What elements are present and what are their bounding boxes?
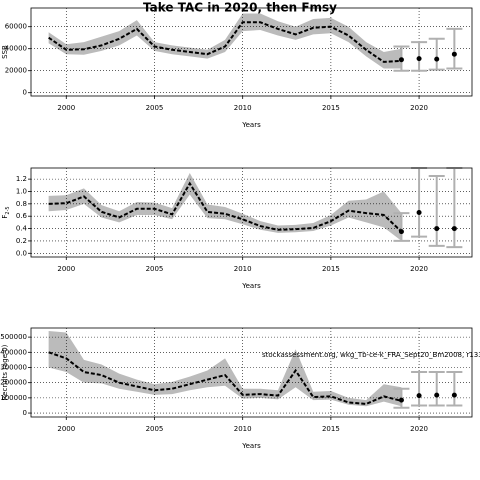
y-tick-label: 300000 [0, 363, 27, 371]
confidence-band [48, 172, 402, 241]
y-axis-label-main: Recruits (age 0) [1, 344, 9, 400]
y-tick-label: 400000 [0, 348, 27, 356]
y-tick-label: 1.0 [16, 187, 27, 195]
y-tick-label: 500000 [0, 333, 27, 341]
forecast-point [434, 392, 440, 398]
y-tick-label: 20000 [5, 67, 27, 75]
y-axis-label-main: SSB [1, 45, 9, 59]
confidence-band [48, 13, 402, 69]
x-tick-label: 2000 [57, 104, 75, 112]
x-tick-label: 2000 [57, 265, 75, 273]
forecast-point [451, 226, 457, 232]
forecast-point [416, 393, 422, 399]
forecast-point [398, 57, 404, 63]
y-tick-label: 0.2 [16, 237, 27, 245]
forecast-point [434, 226, 440, 232]
y-tick-label: 0.6 [16, 212, 28, 220]
y-axis-label-sub: 2-5 [5, 206, 11, 214]
y-tick-label: 0.4 [16, 225, 28, 233]
y-tick-label: 0.8 [16, 200, 27, 208]
confidence-band [48, 331, 402, 407]
x-axis-label: Years [241, 282, 261, 290]
forecast-point [416, 210, 422, 215]
x-tick-label: 2015 [322, 425, 340, 433]
forecast-point [451, 392, 457, 398]
x-axis-label: Years [241, 442, 261, 450]
y-axis-label: F2-5 [1, 206, 11, 218]
x-tick-label: 2020 [410, 425, 428, 433]
x-tick-label: 2010 [234, 104, 252, 112]
estimate-line [48, 21, 402, 63]
forecast-point [398, 397, 404, 403]
x-tick-label: 2010 [234, 265, 252, 273]
forecast-point [451, 51, 457, 57]
x-axis-label: Years [241, 121, 261, 129]
x-tick-label: 2020 [410, 104, 428, 112]
x-tick-label: 2005 [146, 104, 164, 112]
x-tick-label: 2005 [146, 265, 164, 273]
y-tick-label: 40000 [5, 45, 27, 53]
y-tick-label: 0.0 [16, 249, 27, 257]
y-tick-label: 0 [23, 409, 27, 417]
y-axis-label: SSB [1, 45, 9, 59]
x-tick-label: 2000 [57, 425, 75, 433]
plot-frame [30, 167, 473, 258]
chart-title: Take TAC in 2020, then Fmsy [143, 1, 337, 15]
x-tick-label: 2020 [410, 265, 428, 273]
x-tick-label: 2010 [234, 425, 252, 433]
plot-frame [30, 327, 473, 418]
y-axis-label-main: F [1, 215, 9, 219]
x-tick-label: 2015 [322, 104, 340, 112]
estimate-line [48, 181, 403, 233]
forecast-point [434, 56, 440, 62]
annotation: stockassessment.org, wkg_Tb-ce-k_FRA_Sep… [262, 351, 480, 359]
forecast-point [416, 56, 422, 62]
y-tick-label: 200000 [0, 379, 27, 387]
y-tick-label: 100000 [0, 394, 27, 402]
estimate-line [48, 351, 402, 405]
y-axis-label: Recruits (age 0) [1, 344, 9, 400]
x-tick-label: 2015 [322, 265, 340, 273]
y-tick-label: 60000 [5, 23, 27, 31]
plot-frame [30, 7, 473, 97]
y-tick-label: 0 [23, 89, 27, 97]
x-tick-label: 2005 [146, 425, 164, 433]
y-tick-label: 1.2 [16, 175, 27, 183]
forecast-point [398, 229, 404, 235]
